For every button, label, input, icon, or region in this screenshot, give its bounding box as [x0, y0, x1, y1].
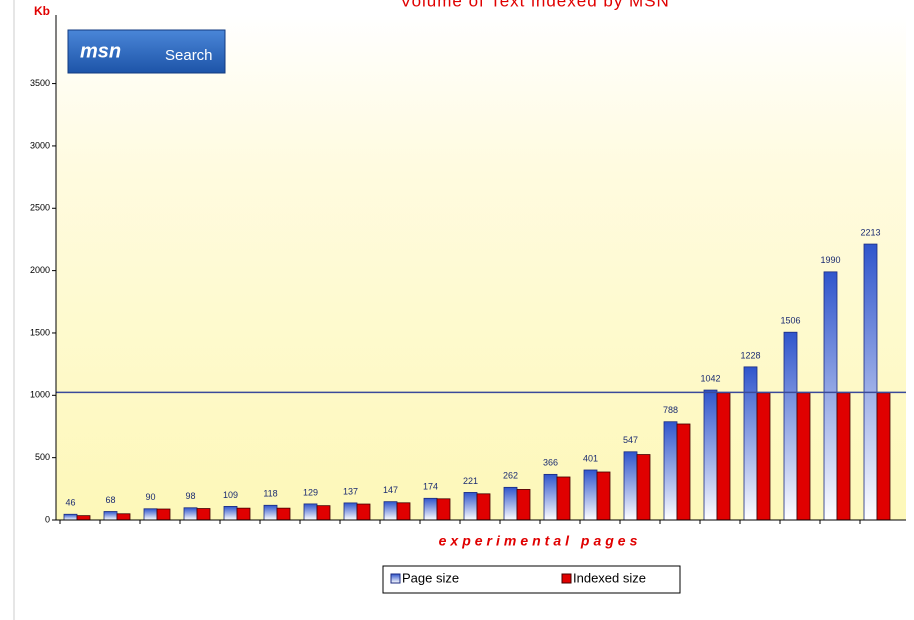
- data-label: 547: [623, 435, 638, 445]
- bar: [836, 392, 851, 521]
- y-tick-label: 0: [45, 514, 50, 524]
- legend-label: Page size: [402, 570, 459, 585]
- data-label: 98: [185, 491, 195, 501]
- plot-area: [56, 15, 906, 520]
- y-tick-label: 2500: [30, 203, 50, 213]
- bar: [783, 331, 798, 521]
- bar: [476, 493, 491, 521]
- legend: Page size Indexed size: [382, 565, 681, 594]
- bar: [276, 507, 291, 521]
- bar: [876, 392, 891, 521]
- bar: [703, 389, 718, 521]
- data-label: 2213: [860, 227, 880, 237]
- y-tick-label: 3000: [30, 140, 50, 150]
- bar: [236, 507, 251, 521]
- data-label: 68: [105, 495, 115, 505]
- bar: [596, 471, 611, 521]
- data-label: 90: [145, 492, 155, 502]
- bar: [196, 508, 211, 521]
- bar: [623, 451, 638, 521]
- bar: [383, 501, 398, 521]
- data-label: 1506: [780, 316, 800, 326]
- legend-swatch: [390, 573, 401, 584]
- data-label: 137: [343, 486, 358, 496]
- bar: [263, 504, 278, 521]
- chart-title: Volume of Text indexed by MSN: [400, 0, 670, 10]
- legend-label: Indexed size: [573, 570, 646, 585]
- y-axis-label: Kb: [34, 4, 50, 18]
- data-label: 1042: [700, 373, 720, 383]
- data-label: 1990: [820, 255, 840, 265]
- bar: [343, 502, 358, 521]
- bar: [223, 506, 238, 521]
- bar: [76, 515, 91, 521]
- data-label: 221: [463, 476, 478, 486]
- data-label: 46: [65, 498, 75, 508]
- data-label: 147: [383, 485, 398, 495]
- data-label: 366: [543, 458, 558, 468]
- x-axis-label: experimental pages: [439, 533, 642, 549]
- bar: [316, 505, 331, 521]
- bar: [543, 473, 558, 521]
- data-label: 1228: [740, 350, 760, 360]
- logo-brand: msn: [80, 40, 121, 62]
- bar: [823, 271, 838, 521]
- data-label: 109: [223, 490, 238, 500]
- bar: [463, 492, 478, 521]
- logo-box: [67, 29, 226, 74]
- bar: [676, 423, 691, 521]
- bar: [556, 476, 571, 521]
- bar: [756, 392, 771, 521]
- data-label: 262: [503, 471, 518, 481]
- bar: [143, 508, 158, 521]
- bar: [436, 498, 451, 521]
- bar: [796, 392, 811, 521]
- bar: [103, 511, 118, 521]
- bar: [423, 497, 438, 521]
- bar: [303, 503, 318, 521]
- bar: [116, 513, 131, 521]
- legend-box: [382, 565, 681, 594]
- bar: [183, 507, 198, 521]
- bar: [396, 502, 411, 521]
- y-tick-label: 1000: [30, 390, 50, 400]
- data-label: 401: [583, 453, 598, 463]
- data-label: 129: [303, 487, 318, 497]
- logo: msn Search: [67, 29, 226, 74]
- bar: [636, 454, 651, 521]
- data-label: 788: [663, 405, 678, 415]
- bar: [63, 513, 78, 521]
- data-label: 174: [423, 482, 438, 492]
- y-tick-label: 2000: [30, 265, 50, 275]
- y-tick-label: 3500: [30, 78, 50, 88]
- legend-swatch: [561, 573, 572, 584]
- bar: [863, 243, 878, 521]
- bar: [503, 486, 518, 521]
- logo-text: Search: [165, 47, 213, 64]
- bar: [356, 503, 371, 521]
- y-tick-label: 500: [35, 452, 50, 462]
- bar: [516, 489, 531, 521]
- bar: [663, 421, 678, 521]
- y-tick-label: 1500: [30, 327, 50, 337]
- bar: [156, 508, 171, 521]
- bar: [583, 469, 598, 521]
- bar: [743, 366, 758, 521]
- data-label: 118: [263, 489, 277, 499]
- bar: [716, 392, 731, 521]
